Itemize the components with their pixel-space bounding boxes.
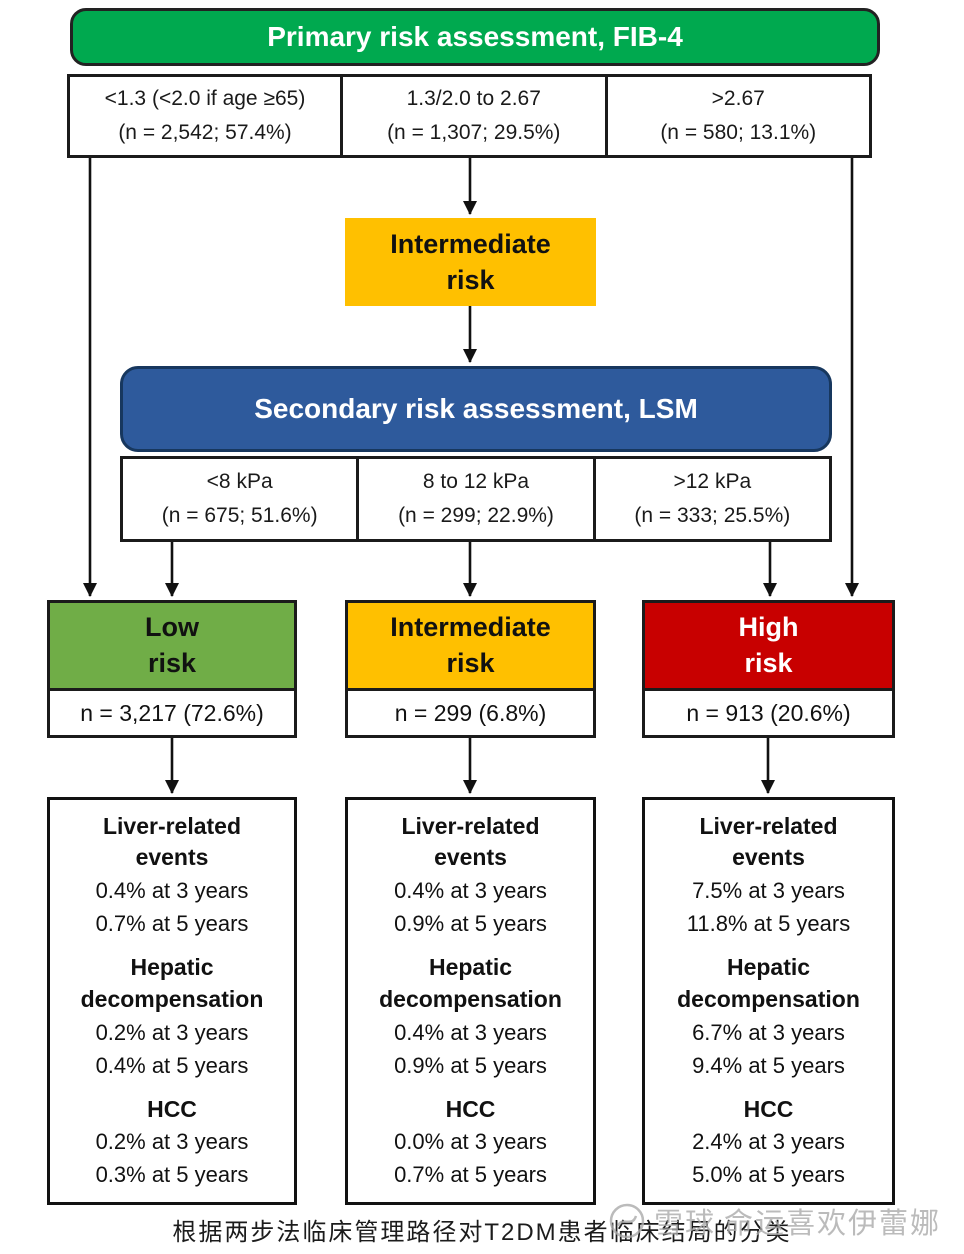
low-risk-title-line1: Low	[145, 612, 199, 643]
lsm-cell-high: >12 kPa (n = 333; 25.5%)	[592, 459, 829, 539]
outcome-section-liver-events: Liver-related events 0.4% at 3 years 0.9…	[348, 811, 593, 940]
fib4-cell-low-range: <1.3 (<2.0 if age ≥65)	[104, 86, 306, 110]
intermediate-risk-title-line1: Intermediate	[390, 612, 551, 643]
primary-risk-header: Primary risk assessment, FIB-4	[70, 8, 880, 66]
section-title-line: Hepatic	[428, 954, 513, 981]
figure-caption: 根据两步法临床管理路径对T2DM患者临床结局的分类	[172, 1219, 792, 1246]
stat-line: 0.2% at 3 years	[95, 1129, 249, 1155]
low-risk-count: n = 3,217 (72.6%)	[47, 688, 297, 738]
high-risk-title-line1: High	[738, 612, 799, 643]
section-title-line: decompensation	[80, 985, 264, 1012]
section-title-line: Hepatic	[130, 954, 214, 981]
fib4-cell-high: >2.67 (n = 580; 13.1%)	[604, 77, 870, 155]
stat-line: 0.7% at 5 years	[95, 911, 249, 937]
fib4-cell-high-count: (n = 580; 13.1%)	[660, 121, 817, 144]
section-title-line: Liver-related	[401, 812, 540, 839]
intermediate-risk-title-line2: risk	[446, 647, 495, 678]
stat-line: 5.0% at 5 years	[692, 1162, 845, 1188]
fib4-cell-high-range: >2.67	[711, 86, 765, 110]
watermark-username: 命运喜欢伊蕾娜	[724, 1208, 942, 1240]
lsm-cell-intermediate-count: (n = 299; 22.9%)	[398, 504, 554, 527]
stat-line: 0.2% at 3 years	[95, 1019, 249, 1045]
intermediate-interim-line2: risk	[446, 265, 495, 295]
watermark: 雪球 命运喜欢伊蕾娜	[608, 1200, 941, 1242]
section-title-line: events	[434, 844, 507, 871]
fib4-cell-intermediate-range: 1.3/2.0 to 2.67	[406, 86, 541, 110]
intermediate-risk-outcomes: Liver-related events 0.4% at 3 years 0.9…	[345, 797, 596, 1205]
intermediate-risk-count: n = 299 (6.8%)	[345, 688, 596, 738]
xueqiu-logo-icon	[609, 1203, 645, 1239]
stat-line: 11.8% at 5 years	[686, 911, 851, 937]
stat-line: 0.4% at 3 years	[394, 1019, 547, 1045]
fib4-cell-intermediate-count: (n = 1,307; 29.5%)	[387, 121, 561, 144]
lsm-cell-intermediate: 8 to 12 kPa (n = 299; 22.9%)	[356, 459, 592, 539]
lsm-category-row: <8 kPa (n = 675; 51.6%) 8 to 12 kPa (n =…	[120, 456, 832, 542]
section-title-line: Liver-related	[102, 812, 242, 839]
lsm-cell-high-range: >12 kPa	[673, 469, 752, 493]
lsm-cell-low-range: <8 kPa	[206, 469, 273, 493]
section-title-line: HCC	[147, 1095, 197, 1122]
lsm-cell-high-count: (n = 333; 25.5%)	[634, 504, 791, 527]
lsm-cell-low-count: (n = 675; 51.6%)	[161, 504, 318, 527]
section-title-line: HCC	[743, 1095, 794, 1122]
secondary-risk-header: Secondary risk assessment, LSM	[120, 366, 832, 452]
stat-line: 2.4% at 3 years	[692, 1129, 845, 1155]
stat-line: 0.7% at 5 years	[394, 1162, 547, 1188]
section-title-line: Hepatic	[726, 954, 811, 981]
intermediate-interim-line1: Intermediate	[390, 228, 551, 259]
stat-line: 9.4% at 5 years	[692, 1052, 845, 1078]
outcome-section-hepatic-decompensation: Hepatic decompensation 0.2% at 3 years 0…	[50, 952, 294, 1081]
watermark-site-label: 雪球	[654, 1208, 717, 1240]
intermediate-risk-interim-box: Intermediate risk	[345, 218, 596, 306]
high-risk-box: High risk	[642, 600, 895, 688]
secondary-risk-header-label: Secondary risk assessment, LSM	[254, 393, 698, 424]
lsm-cell-low: <8 kPa (n = 675; 51.6%)	[123, 459, 356, 539]
stat-line: 0.4% at 3 years	[95, 878, 249, 904]
stat-line: 0.4% at 3 years	[394, 878, 547, 904]
section-title-line: events	[135, 844, 209, 871]
fib4-cell-low: <1.3 (<2.0 if age ≥65) (n = 2,542; 57.4%…	[70, 77, 340, 155]
lsm-cell-intermediate-range: 8 to 12 kPa	[422, 469, 530, 493]
low-risk-outcomes: Liver-related events 0.4% at 3 years 0.7…	[47, 797, 297, 1205]
high-risk-count: n = 913 (20.6%)	[642, 688, 895, 738]
fib4-category-row: <1.3 (<2.0 if age ≥65) (n = 2,542; 57.4%…	[67, 74, 872, 158]
section-title-line: events	[732, 844, 805, 871]
stat-line: 0.0% at 3 years	[394, 1129, 547, 1155]
intermediate-risk-box: Intermediate risk	[345, 600, 596, 688]
section-title-line: HCC	[445, 1095, 496, 1122]
high-risk-outcomes: Liver-related events 7.5% at 3 years 11.…	[642, 797, 895, 1205]
fib4-cell-intermediate: 1.3/2.0 to 2.67 (n = 1,307; 29.5%)	[340, 77, 605, 155]
low-risk-title-line2: risk	[147, 647, 197, 678]
stat-line: 0.4% at 5 years	[95, 1052, 249, 1078]
outcome-section-hepatic-decompensation: Hepatic decompensation 0.4% at 3 years 0…	[348, 952, 593, 1081]
outcome-section-hcc: HCC 2.4% at 3 years 5.0% at 5 years	[645, 1094, 892, 1192]
section-title-line: Liver-related	[699, 812, 838, 839]
outcome-section-hcc: HCC 0.2% at 3 years 0.3% at 5 years	[50, 1094, 294, 1192]
stat-line: 0.9% at 5 years	[394, 911, 547, 937]
stat-line: 0.3% at 5 years	[95, 1162, 249, 1188]
stat-line: 0.9% at 5 years	[394, 1052, 547, 1078]
low-risk-box: Low risk	[47, 600, 297, 688]
stat-line: 6.7% at 3 years	[692, 1019, 845, 1045]
high-risk-title-line2: risk	[744, 647, 793, 678]
primary-risk-header-label: Primary risk assessment, FIB-4	[267, 21, 683, 52]
section-title-line: decompensation	[379, 985, 562, 1012]
outcome-section-hcc: HCC 0.0% at 3 years 0.7% at 5 years	[348, 1094, 593, 1192]
stat-line: 7.5% at 3 years	[692, 878, 845, 904]
outcome-section-hepatic-decompensation: Hepatic decompensation 6.7% at 3 years 9…	[645, 952, 892, 1081]
section-title-line: decompensation	[677, 985, 860, 1012]
fib4-cell-low-count: (n = 2,542; 57.4%)	[118, 121, 292, 144]
outcome-section-liver-events: Liver-related events 7.5% at 3 years 11.…	[645, 811, 892, 940]
outcome-section-liver-events: Liver-related events 0.4% at 3 years 0.7…	[50, 811, 294, 940]
